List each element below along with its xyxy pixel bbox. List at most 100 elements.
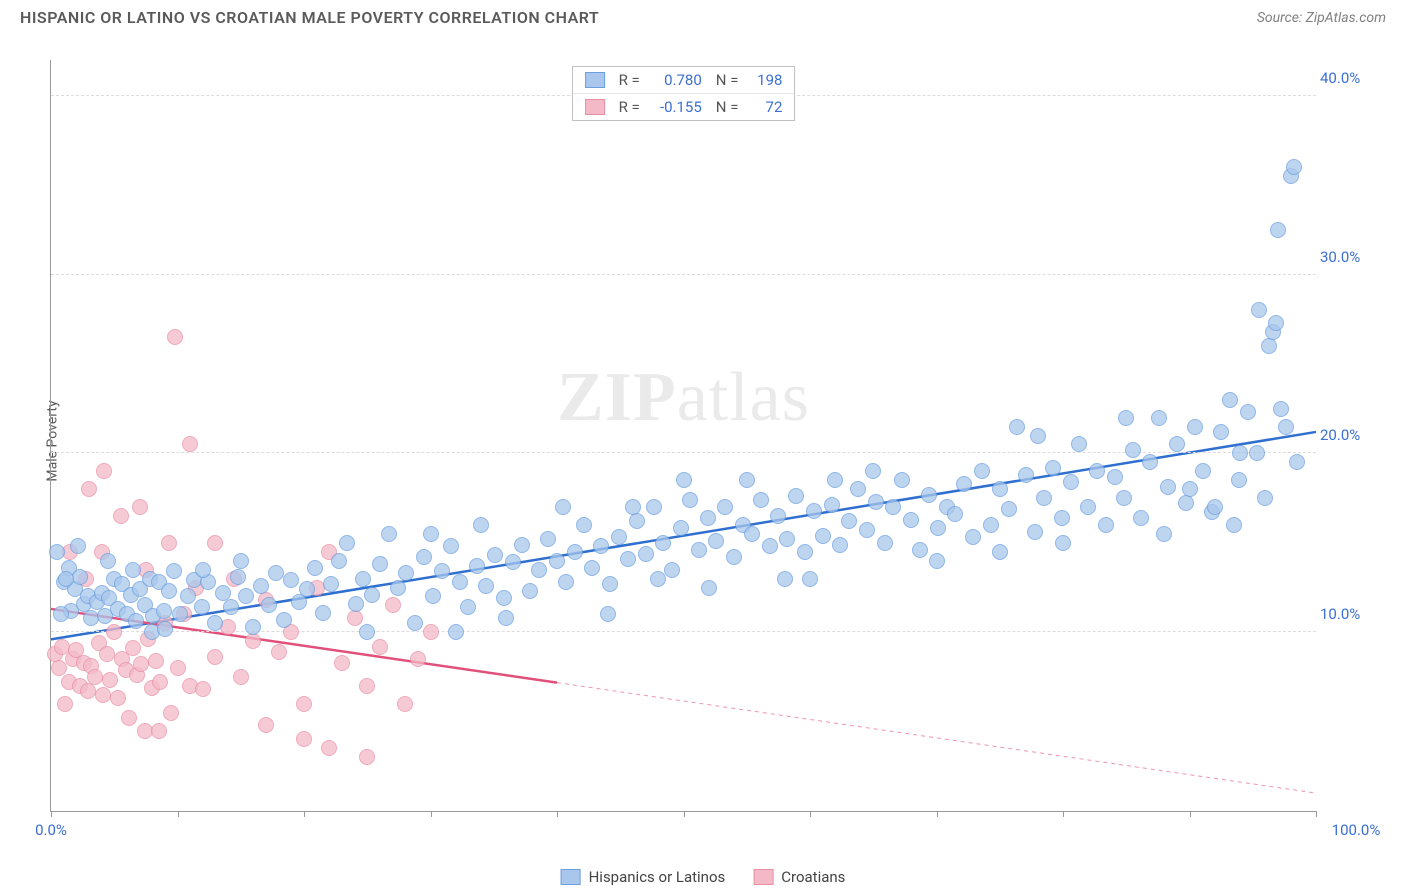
data-point-croatian (372, 639, 388, 655)
r-label: R = (619, 71, 640, 89)
data-point-hispanic (161, 583, 177, 599)
swatch-croatian (585, 99, 605, 115)
data-point-hispanic (1232, 445, 1248, 461)
data-point-hispanic (100, 553, 116, 569)
x-tick (1063, 811, 1064, 817)
data-point-hispanic (865, 463, 881, 479)
data-point-hispanic (299, 581, 315, 597)
data-point-hispanic (1063, 474, 1079, 490)
data-point-hispanic (207, 615, 223, 631)
data-point-hispanic (770, 508, 786, 524)
data-point-hispanic (1278, 419, 1294, 435)
data-point-hispanic (638, 546, 654, 562)
data-point-hispanic (567, 544, 583, 560)
data-point-hispanic (797, 544, 813, 560)
header: HISPANIC OR LATINO VS CROATIAN MALE POVE… (0, 0, 1406, 31)
data-point-hispanic (611, 529, 627, 545)
swatch-croatian (753, 869, 773, 885)
data-point-hispanic (625, 499, 641, 515)
data-point-hispanic (555, 499, 571, 515)
data-point-hispanic (166, 563, 182, 579)
data-point-hispanic (965, 529, 981, 545)
swatch-hispanic (561, 869, 581, 885)
data-point-hispanic (593, 538, 609, 554)
y-tick-label: 30.0% (1320, 248, 1380, 266)
data-point-croatian (161, 535, 177, 551)
data-point-hispanic (1054, 510, 1070, 526)
data-point-croatian (359, 678, 375, 694)
data-point-hispanic (762, 538, 778, 554)
data-point-hispanic (1261, 338, 1277, 354)
data-point-croatian (207, 535, 223, 551)
data-point-croatian (334, 655, 350, 671)
data-point-hispanic (339, 535, 355, 551)
data-point-hispanic (1133, 510, 1149, 526)
r-value-hispanic: 0.780 (648, 71, 702, 89)
data-point-croatian (121, 710, 137, 726)
data-point-croatian (57, 696, 73, 712)
data-point-hispanic (974, 463, 990, 479)
data-point-hispanic (832, 537, 848, 553)
data-point-hispanic (646, 499, 662, 515)
data-point-hispanic (448, 624, 464, 640)
n-value-hispanic: 198 (746, 71, 782, 89)
data-point-croatian (99, 646, 115, 662)
data-point-hispanic (1036, 490, 1052, 506)
data-point-hispanic (1286, 159, 1302, 175)
r-value-croatian: -0.155 (648, 98, 702, 116)
data-point-hispanic (788, 488, 804, 504)
chart-container: Male Poverty ZIPatlas R =0.780N =198R =-… (50, 50, 1386, 832)
data-point-croatian (385, 597, 401, 613)
data-point-hispanic (180, 588, 196, 604)
data-point-hispanic (505, 554, 521, 570)
stats-legend: R =0.780N =198R =-0.155N =72 (572, 66, 796, 121)
data-point-hispanic (233, 553, 249, 569)
data-point-croatian (233, 669, 249, 685)
data-point-hispanic (1226, 517, 1242, 533)
data-point-hispanic (315, 605, 331, 621)
data-point-hispanic (1289, 454, 1305, 470)
data-point-hispanic (824, 497, 840, 513)
data-point-croatian (148, 653, 164, 669)
data-point-hispanic (802, 571, 818, 587)
data-point-hispanic (744, 526, 760, 542)
data-point-hispanic (157, 621, 173, 637)
data-point-hispanic (650, 571, 666, 587)
data-point-hispanic (1222, 392, 1238, 408)
data-point-croatian (81, 481, 97, 497)
data-point-hispanic (1169, 436, 1185, 452)
data-point-croatian (245, 633, 261, 649)
data-point-hispanic (522, 583, 538, 599)
data-point-hispanic (268, 565, 284, 581)
data-point-hispanic (58, 571, 74, 587)
data-point-croatian (271, 644, 287, 660)
data-point-hispanic (717, 499, 733, 515)
data-point-hispanic (407, 615, 423, 631)
data-point-croatian (80, 683, 96, 699)
data-point-hispanic (1273, 401, 1289, 417)
data-point-hispanic (194, 599, 210, 615)
data-point-hispanic (195, 562, 211, 578)
data-point-hispanic (549, 553, 565, 569)
data-point-hispanic (1080, 499, 1096, 515)
data-point-hispanic (629, 513, 645, 529)
x-tick (810, 811, 811, 817)
data-point-croatian (182, 436, 198, 452)
legend-label-hispanic: Hispanics or Latinos (589, 868, 726, 886)
data-point-hispanic (1156, 526, 1172, 542)
data-point-hispanic (1257, 490, 1273, 506)
data-point-hispanic (947, 506, 963, 522)
data-point-hispanic (1125, 442, 1141, 458)
data-point-hispanic (739, 472, 755, 488)
gridline (51, 631, 1316, 632)
data-point-hispanic (1151, 410, 1167, 426)
data-point-croatian (359, 749, 375, 765)
data-point-croatian (397, 696, 413, 712)
data-point-hispanic (1207, 499, 1223, 515)
data-point-croatian (113, 508, 129, 524)
trendlines-layer (51, 60, 1316, 811)
data-point-hispanic (283, 572, 299, 588)
data-point-croatian (95, 687, 111, 703)
x-tick (1190, 811, 1191, 817)
data-point-hispanic (1251, 302, 1267, 318)
